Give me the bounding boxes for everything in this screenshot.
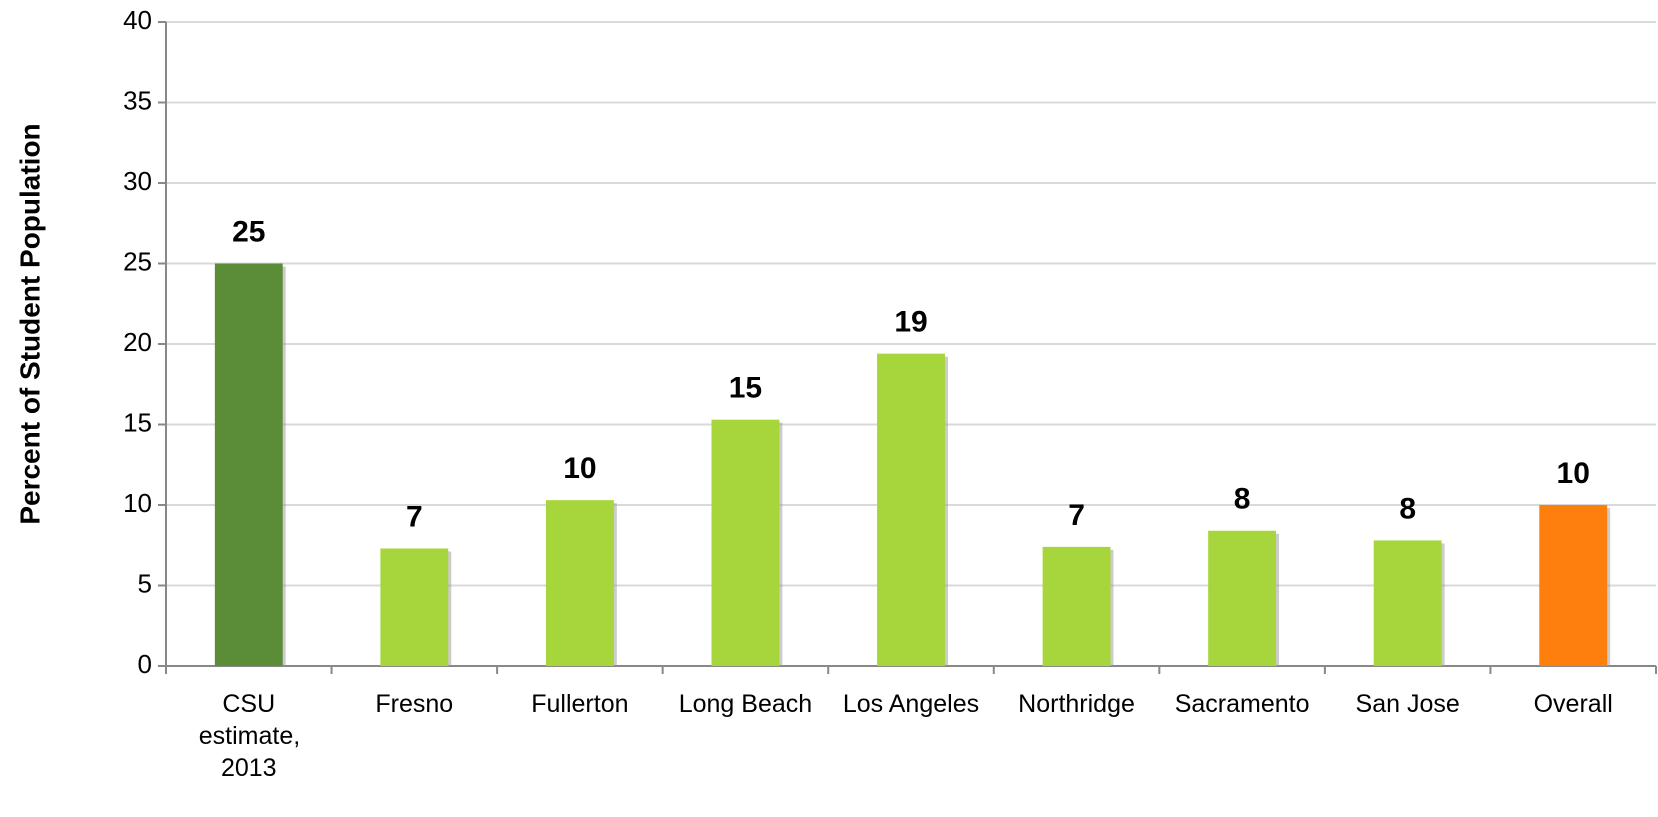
- y-tick-label: 25: [123, 246, 152, 276]
- value-label: 8: [1234, 483, 1251, 516]
- y-tick-label: 15: [123, 407, 152, 437]
- bar: [545, 500, 614, 666]
- y-tick-label: 10: [123, 488, 152, 518]
- bar: [1373, 540, 1442, 666]
- y-tick-label: 0: [138, 649, 152, 679]
- y-axis-label: Percent of Student Population: [14, 123, 45, 524]
- x-tick-label: Fresno: [375, 690, 454, 718]
- value-label: 19: [894, 306, 927, 339]
- x-tick-label: Northridge: [1018, 690, 1135, 718]
- y-tick-label: 5: [138, 568, 152, 598]
- y-tick-label: 30: [123, 166, 152, 196]
- value-label: 7: [406, 500, 423, 533]
- bar: [380, 548, 449, 666]
- bar: [1539, 505, 1608, 666]
- y-tick-label: 40: [123, 5, 152, 35]
- value-label: 8: [1399, 492, 1416, 525]
- value-label: 25: [232, 215, 265, 248]
- bar: [711, 419, 780, 666]
- x-tick-label: San Jose: [1355, 690, 1460, 718]
- value-label: 10: [1557, 457, 1590, 490]
- y-tick-label: 20: [123, 327, 152, 357]
- value-label: 15: [729, 372, 762, 405]
- value-label: 7: [1068, 499, 1085, 532]
- bar: [1208, 530, 1277, 666]
- x-tick-label: Overall: [1533, 690, 1613, 718]
- x-tick-label: Fullerton: [531, 690, 629, 718]
- x-tick-label: Sacramento: [1174, 690, 1310, 718]
- y-tick-label: 35: [123, 85, 152, 115]
- x-tick-label: Los Angeles: [842, 690, 980, 718]
- bar: [877, 353, 945, 666]
- x-tick-label: CSU estimate, 2013: [198, 690, 301, 782]
- bar: [1042, 546, 1111, 666]
- bar: [214, 263, 283, 666]
- x-tick-label: Long Beach: [678, 690, 813, 718]
- value-label: 10: [563, 452, 596, 485]
